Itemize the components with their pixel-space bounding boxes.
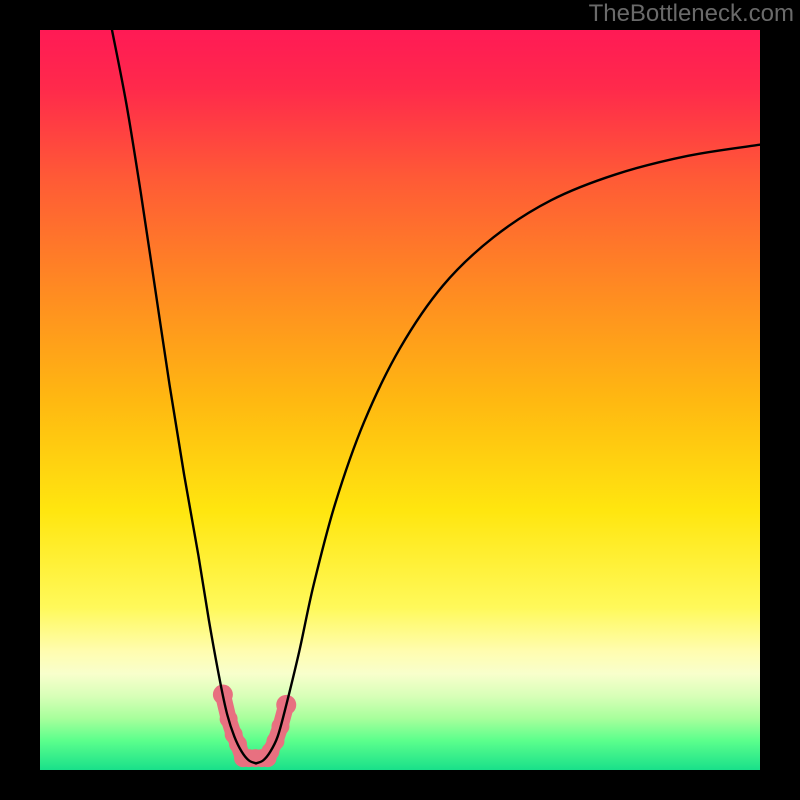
watermark-text: TheBottleneck.com [589,0,794,28]
bottleneck-curve-chart [40,30,760,770]
gradient-background [40,30,760,770]
chart-area [40,30,760,770]
page-root: TheBottleneck.com [0,0,800,800]
